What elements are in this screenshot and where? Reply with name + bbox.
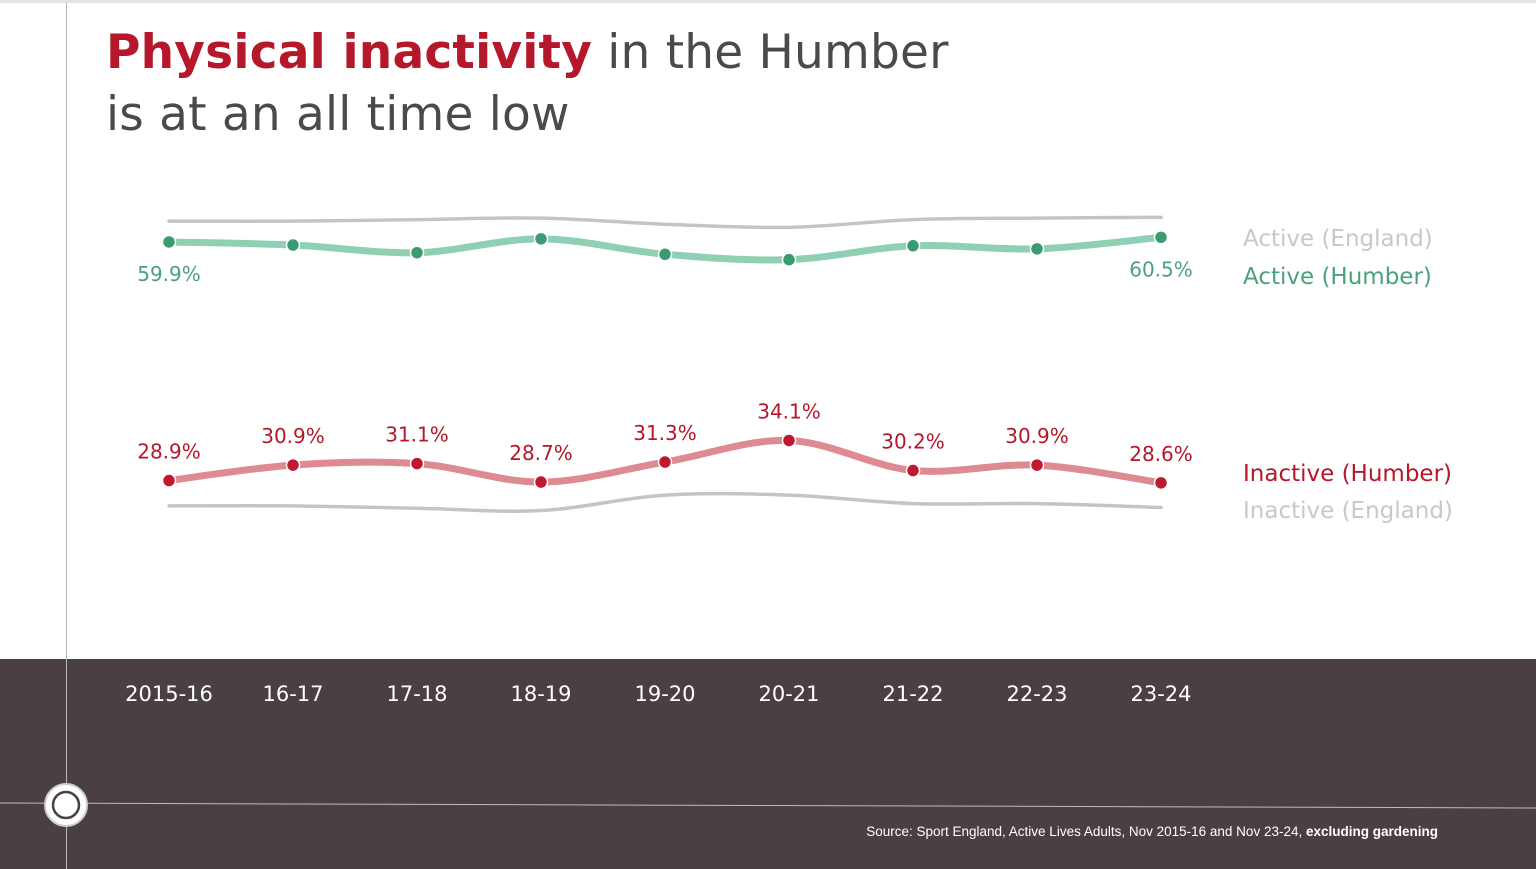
point-inactive-humber-19-20 xyxy=(657,454,673,470)
source-note: Source: Sport England, Active Lives Adul… xyxy=(866,824,1438,839)
data-label-inactive-humber-23-24: 28.6% xyxy=(1129,442,1193,466)
data-label-inactive-humber-21-22: 30.2% xyxy=(881,430,945,454)
title-accent: Physical inactivity xyxy=(106,25,593,80)
point-active-humber-21-22 xyxy=(905,238,921,254)
data-label-inactive-humber-2015-16: 28.9% xyxy=(137,440,201,464)
x-tick-label-21-22: 21-22 xyxy=(882,682,943,706)
point-active-humber-22-23 xyxy=(1029,241,1045,257)
x-tick-label-23-24: 23-24 xyxy=(1130,682,1191,706)
data-label-active-humber-2015-16: 59.9% xyxy=(137,262,201,286)
source-text: Source: Sport England, Active Lives Adul… xyxy=(866,824,1303,839)
point-active-humber-18-19 xyxy=(533,231,549,247)
data-label-active-humber-23-24: 60.5% xyxy=(1129,257,1193,281)
title-line-2: is at an all time low xyxy=(106,87,570,142)
page-title: Physical inactivity in the Humber is at a… xyxy=(106,22,949,146)
data-label-inactive-humber-22-23: 30.9% xyxy=(1005,424,1069,448)
data-label-inactive-humber-16-17: 30.9% xyxy=(261,424,325,448)
point-inactive-humber-22-23 xyxy=(1029,457,1045,473)
point-active-humber-2015-16 xyxy=(161,234,177,250)
x-tick-label-2015-16: 2015-16 xyxy=(125,682,213,706)
x-tick-label-17-18: 17-18 xyxy=(386,682,447,706)
point-inactive-humber-18-19 xyxy=(533,474,549,490)
point-active-humber-20-21 xyxy=(781,252,797,267)
point-inactive-humber-20-21 xyxy=(781,433,797,448)
point-inactive-humber-23-24 xyxy=(1153,475,1169,491)
footer-guide-line xyxy=(0,802,1536,809)
data-label-inactive-humber-20-21: 34.1% xyxy=(757,399,821,423)
legend-active-england: Active (England) xyxy=(1243,226,1433,252)
point-active-humber-19-20 xyxy=(657,247,673,262)
point-inactive-humber-17-18 xyxy=(409,456,425,471)
data-label-inactive-humber-17-18: 31.1% xyxy=(385,423,449,447)
axis-band xyxy=(0,659,1536,869)
data-label-inactive-humber-18-19: 28.7% xyxy=(509,441,573,465)
top-border xyxy=(0,0,1536,3)
legend-inactive-england: Inactive (England) xyxy=(1243,498,1453,524)
slide-marker-inner-icon xyxy=(51,790,81,820)
point-active-humber-16-17 xyxy=(285,237,301,253)
x-tick-label-22-23: 22-23 xyxy=(1006,682,1067,706)
point-active-humber-23-24 xyxy=(1153,230,1169,245)
point-active-humber-17-18 xyxy=(409,245,425,260)
point-inactive-humber-16-17 xyxy=(285,457,301,473)
point-inactive-humber-2015-16 xyxy=(161,473,177,488)
source-emphasis: excluding gardening xyxy=(1305,824,1438,839)
series-line-inactive-england xyxy=(167,491,1163,513)
x-tick-label-19-20: 19-20 xyxy=(634,682,695,706)
series-line-active-england xyxy=(167,215,1163,230)
left-guide-line xyxy=(66,3,67,869)
legend-active-humber: Active (Humber) xyxy=(1243,264,1432,290)
x-tick-label-20-21: 20-21 xyxy=(758,682,819,706)
legend-inactive-humber: Inactive (Humber) xyxy=(1243,461,1452,487)
x-tick-label-16-17: 16-17 xyxy=(262,682,323,706)
data-label-inactive-humber-19-20: 31.3% xyxy=(633,421,697,445)
point-inactive-humber-21-22 xyxy=(905,463,921,478)
x-tick-label-18-19: 18-19 xyxy=(510,682,571,706)
title-rest: in the Humber xyxy=(592,25,949,80)
